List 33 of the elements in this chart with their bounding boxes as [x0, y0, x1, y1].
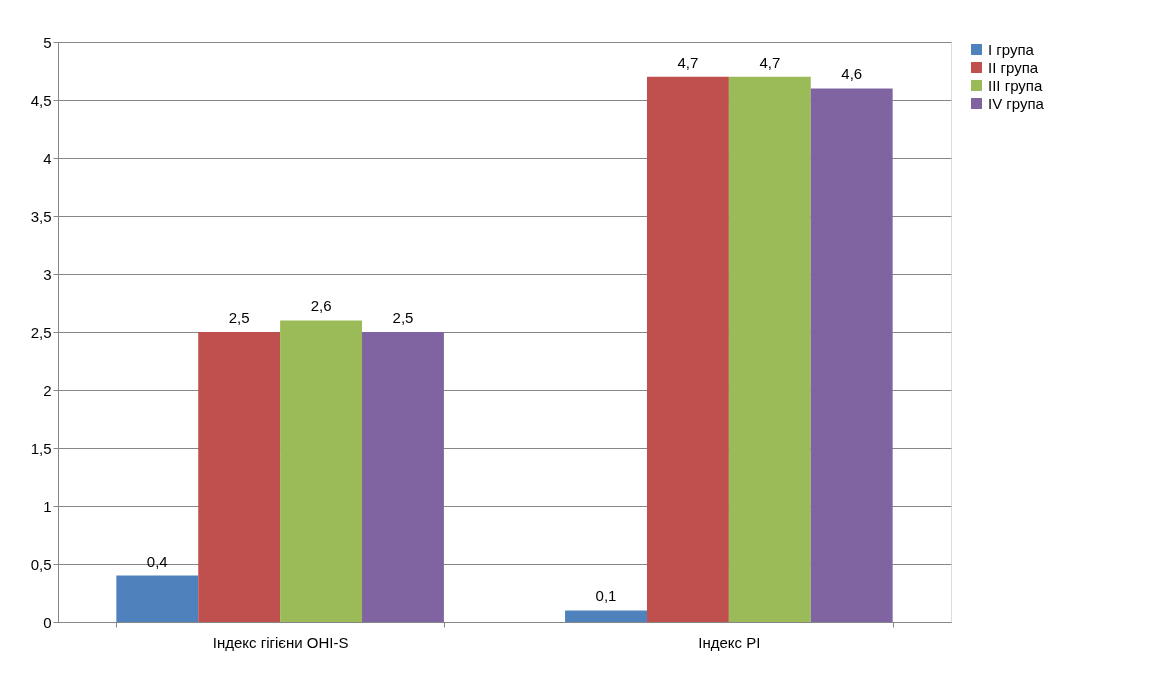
bar: [810, 88, 893, 622]
legend-label: II група: [988, 58, 1039, 76]
y-tick-label: 1: [43, 497, 52, 515]
data-label: 4,6: [841, 65, 863, 83]
y-tick-label: 2,5: [30, 323, 52, 341]
data-label: 2,5: [392, 309, 414, 326]
data-label: 0,1: [595, 587, 617, 605]
y-tick-label: 0,5: [30, 555, 52, 573]
legend-label: I група: [988, 40, 1035, 58]
y-tick-label: 3: [43, 265, 52, 283]
bar: [646, 76, 729, 622]
y-tick-label: 4: [43, 149, 52, 167]
bar: [280, 320, 363, 622]
legend-label: IV група: [988, 94, 1045, 112]
data-label: 4,7: [677, 53, 699, 71]
data-label: 4,7: [759, 53, 781, 71]
data-label: 0,4: [146, 552, 168, 570]
y-tick-label: 3,5: [30, 207, 52, 225]
y-tick-label: 1,5: [30, 439, 52, 457]
y-tick-label: 5: [43, 33, 52, 51]
y-tick-label: 0: [43, 613, 52, 631]
y-tick-label: 4,5: [30, 91, 52, 109]
legend-label: III група: [988, 76, 1043, 94]
bar: [565, 610, 647, 622]
y-tick-label: 2: [43, 381, 52, 399]
bar: [116, 575, 199, 622]
bar: [198, 332, 281, 622]
x-tick-label: Індекс гігієни OHI-S: [212, 633, 349, 651]
bar: [728, 76, 811, 622]
data-label: 2,5: [228, 309, 250, 326]
data-label: 2,6: [310, 297, 332, 315]
x-tick-label: Індекс PI: [698, 633, 761, 651]
bar: [362, 332, 444, 622]
